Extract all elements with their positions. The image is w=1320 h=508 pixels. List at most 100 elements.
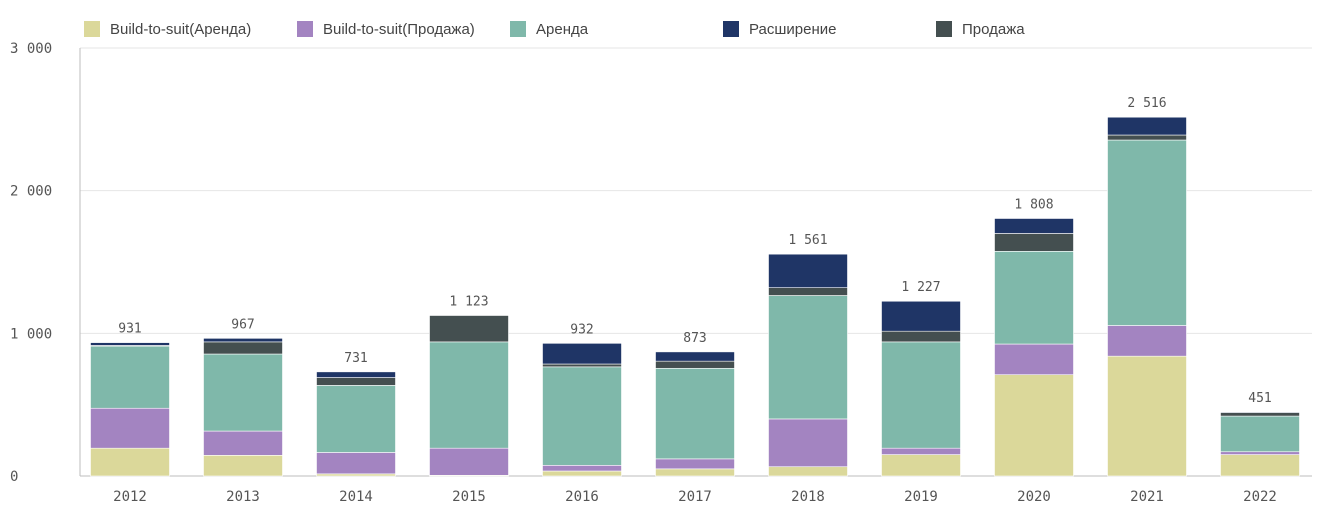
bar-segment[interactable] [994,374,1074,477]
bar-segment[interactable] [316,377,396,386]
bar-total-label: 967 [231,317,254,332]
bar-segment[interactable] [316,371,396,378]
bar-segment[interactable] [1107,134,1187,141]
bar-segment[interactable] [1220,411,1300,413]
bar-total-label: 1 123 [449,295,488,310]
bar-total-label: 932 [570,322,593,337]
bar-segment[interactable] [203,338,283,343]
bar-segment[interactable] [316,473,396,477]
bar-stack-2017[interactable] [655,351,735,477]
y-tick-label: 2 000 [10,184,52,200]
bar-segment[interactable] [1107,139,1187,326]
bar-segment[interactable] [203,341,283,355]
legend-swatch [936,21,952,37]
bar-segment[interactable] [881,300,961,332]
bar-segment[interactable] [1220,454,1300,477]
bar-stack-2016[interactable] [542,343,622,477]
legend-swatch [84,21,100,37]
bar-total-label: 451 [1248,391,1271,406]
bar-total-label: 931 [118,322,141,337]
x-tick-label: 2016 [565,489,599,505]
bar-segment[interactable] [655,458,735,470]
y-tick-label: 3 000 [10,41,52,57]
bar-total-label: 1 808 [1014,197,1053,212]
legend-swatch [297,21,313,37]
bar-stack-2020[interactable] [994,218,1074,477]
bar-segment[interactable] [542,470,622,477]
bar-segment[interactable] [429,447,509,476]
bar-segment[interactable] [316,385,396,453]
bar-segment[interactable] [1107,325,1187,357]
x-tick-label: 2012 [113,489,147,505]
legend-label: Продажа [962,21,1025,38]
bar-segment[interactable] [90,345,170,409]
x-tick-label: 2021 [1130,489,1164,505]
bar-segment[interactable] [90,342,170,346]
legend-item[interactable]: Расширение [723,21,836,38]
x-tick-label: 2020 [1017,489,1051,505]
x-tick-label: 2022 [1243,489,1277,505]
bar-segment[interactable] [881,447,961,455]
bar-segment[interactable] [1220,415,1300,453]
bar-segment[interactable] [768,466,848,477]
bar-segment[interactable] [655,367,735,460]
bar-segment[interactable] [1107,116,1187,136]
bar-segment[interactable] [203,353,283,432]
bar-segment[interactable] [429,315,509,343]
bar-segment[interactable] [1107,355,1187,477]
legend-item[interactable]: Build-to-suit(Продажа) [297,21,475,38]
bar-segment[interactable] [994,233,1074,252]
bar-total-label: 1 227 [901,280,940,295]
legend: Build-to-suit(Аренда) Build-to-suit(Прода… [84,21,1025,38]
legend-label: Расширение [749,21,836,38]
bar-segment[interactable] [542,464,622,472]
legend-item[interactable]: Build-to-suit(Аренда) [84,21,251,38]
bar-segment[interactable] [655,468,735,477]
bar-segment[interactable] [542,366,622,466]
bar-segment[interactable] [768,295,848,420]
bar-segment[interactable] [90,407,170,449]
bar-segment[interactable] [881,330,961,343]
bar-stack-2013[interactable] [203,338,283,477]
bar-segment[interactable] [1220,412,1300,417]
bar-segment[interactable] [881,454,961,477]
x-tick-label: 2013 [226,489,260,505]
legend-item[interactable]: Аренда [510,21,589,38]
legend-label: Аренда [536,21,589,38]
x-tick-label: 2017 [678,489,712,505]
legend-item[interactable]: Продажа [936,21,1025,38]
bar-segment[interactable] [655,360,735,369]
bar-stack-2015[interactable] [429,315,509,477]
bar-total-label: 2 516 [1127,96,1166,111]
x-tick-label: 2018 [791,489,825,505]
bar-segment[interactable] [994,343,1074,376]
bar-segment[interactable] [768,253,848,288]
bar-total-label: 1 561 [788,233,827,248]
bar-segment[interactable] [542,363,622,368]
bar-segment[interactable] [90,447,170,477]
bar-segment[interactable] [203,455,283,477]
bar-stack-2021[interactable] [1107,116,1187,477]
bar-segment[interactable] [203,430,283,456]
bar-stack-2012[interactable] [90,342,170,477]
bar-segment[interactable] [542,343,622,365]
x-tick-label: 2014 [339,489,373,505]
bar-segment[interactable] [429,341,509,449]
bar-segment[interactable] [881,341,961,449]
bar-segment[interactable] [768,287,848,296]
bar-stack-2022[interactable] [1220,411,1300,477]
bar-total-label: 731 [344,351,367,366]
bar-segment[interactable] [1220,451,1300,455]
bar-segment[interactable] [316,452,396,475]
bar-segment[interactable] [994,251,1074,345]
bar-stack-2018[interactable] [768,253,848,477]
legend-swatch [510,21,526,37]
bar-segment[interactable] [655,351,735,362]
bar-segment[interactable] [768,418,848,468]
bar-segment[interactable] [994,218,1074,234]
bar-stack-2014[interactable] [316,371,396,477]
bar-stack-2019[interactable] [881,300,961,477]
y-tick-label: 1 000 [10,326,52,342]
